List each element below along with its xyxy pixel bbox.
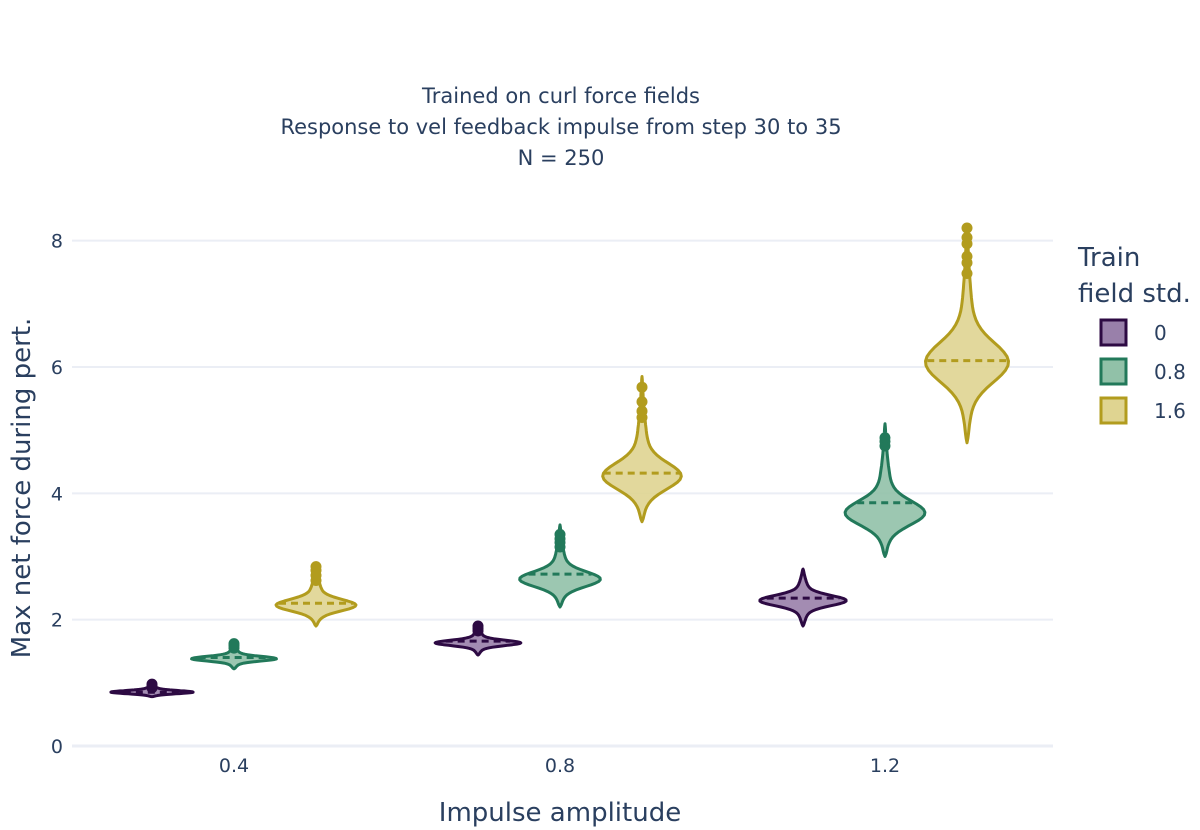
violin-outlier-point — [961, 250, 973, 262]
chart-title-line-1: Trained on curl force fields — [421, 84, 700, 108]
legend-item-label: 0.8 — [1154, 360, 1186, 384]
violin-shape — [843, 422, 927, 558]
violin-outlier-point — [961, 231, 973, 243]
x-tick-label: 0.8 — [545, 755, 575, 777]
y-tick-label: 4 — [51, 483, 63, 505]
violin-shape — [518, 523, 602, 609]
chart-title-line-3: N = 250 — [518, 146, 605, 170]
y-axis-title: Max net force during pert. — [7, 318, 37, 658]
violin-outlier-point — [554, 528, 566, 540]
legend-swatch — [1099, 318, 1128, 347]
violin-marks — [109, 222, 1010, 699]
legend-item-label: 0 — [1154, 321, 1167, 345]
violin-outlier-point — [961, 267, 973, 279]
legend-title-line-1: Train — [1077, 243, 1140, 273]
violin-outlier-point — [636, 381, 648, 393]
legend-swatch — [1099, 357, 1128, 386]
x-axis-title: Impulse amplitude — [439, 798, 681, 828]
violin-outlier-point — [310, 561, 322, 573]
chart-title-line-2: Response to vel feedback impulse from st… — [280, 115, 841, 139]
x-tick-label: 1.2 — [870, 755, 900, 777]
y-tick-labels: 0 2 4 6 8 — [51, 231, 63, 758]
legend-item-label: 1.6 — [1154, 399, 1186, 423]
chart-title: Trained on curl force fields Response to… — [280, 84, 841, 170]
violin-outlier-point — [228, 638, 240, 650]
legend-swatch — [1099, 396, 1128, 425]
violin-shape — [601, 375, 683, 524]
y-gridlines — [72, 239, 1053, 748]
x-tick-labels: 0.4 0.8 1.2 — [219, 755, 900, 777]
violin-outlier-point — [146, 678, 158, 690]
legend: Train field std. 0 0.8 1.6 — [1077, 243, 1191, 425]
y-tick-label: 0 — [51, 736, 63, 758]
violin-outlier-point — [472, 620, 484, 632]
legend-title-line-2: field std. — [1078, 279, 1191, 309]
violin-outlier-point — [961, 222, 973, 234]
y-tick-label: 6 — [51, 357, 63, 379]
violin-outlier-point — [636, 405, 648, 417]
violin-outlier-point — [636, 396, 648, 408]
legend-items: 0 0.8 1.6 — [1099, 318, 1186, 425]
y-tick-label: 8 — [51, 231, 63, 253]
x-tick-label: 0.4 — [219, 755, 249, 777]
y-tick-label: 2 — [51, 610, 63, 632]
violin-outlier-point — [879, 432, 891, 444]
